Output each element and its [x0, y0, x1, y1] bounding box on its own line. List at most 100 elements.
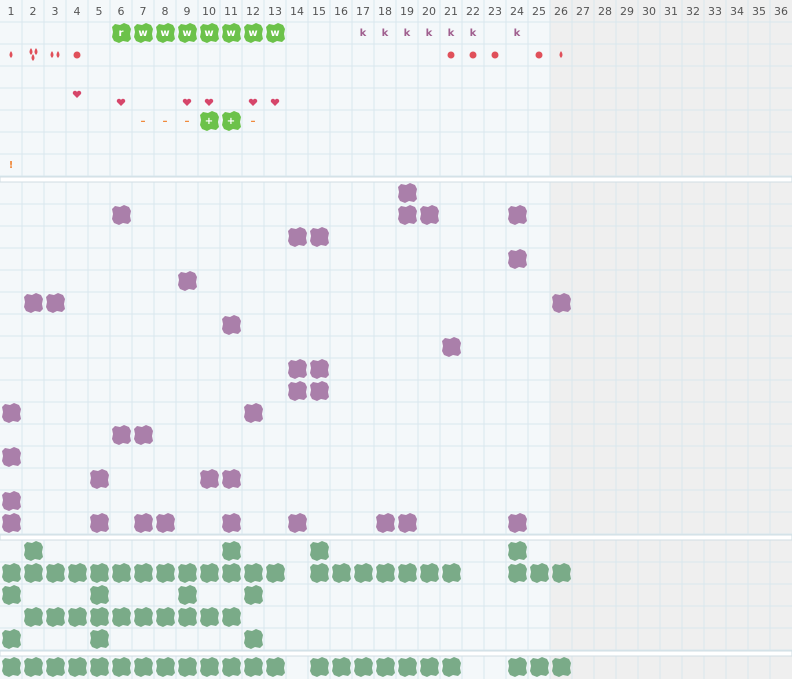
separator [0, 650, 792, 657]
green-tag [156, 23, 175, 43]
green-blob [68, 657, 87, 677]
column-number: 7 [140, 5, 147, 18]
k-letter: k [360, 28, 367, 39]
column-number: 9 [184, 5, 191, 18]
column-number: 4 [74, 5, 81, 18]
heart-icon [116, 98, 126, 106]
purple-blob [310, 359, 329, 379]
green-blob [2, 585, 21, 605]
green-blob [530, 563, 549, 583]
tag-letter: w [226, 28, 235, 39]
column-number: 25 [532, 5, 546, 18]
column-number: 21 [444, 5, 458, 18]
green-blob [178, 657, 197, 677]
green-tag [134, 23, 153, 43]
purple-blob [398, 513, 417, 533]
purple-blob [222, 315, 241, 335]
grey-columns [550, 0, 792, 679]
green-blob [420, 563, 439, 583]
k-letter: k [514, 28, 521, 39]
green-blob [332, 563, 351, 583]
column-number: 20 [422, 5, 436, 18]
purple-blob [310, 227, 329, 247]
drop-icon [9, 51, 13, 58]
purple-blob [442, 337, 461, 357]
column-number: 33 [708, 5, 722, 18]
separator [0, 176, 792, 183]
column-number: 22 [466, 5, 480, 18]
green-blob [90, 585, 109, 605]
green-blob [222, 541, 241, 561]
column-number: 32 [686, 5, 700, 18]
purple-blob [2, 513, 21, 533]
green-blob [46, 657, 65, 677]
column-number: 1 [8, 5, 15, 18]
green-blob [442, 563, 461, 583]
green-blob [2, 563, 21, 583]
purple-blob [508, 205, 527, 225]
dot-icon [73, 51, 81, 59]
alert-letter: ! [9, 160, 14, 171]
green-tag [200, 111, 219, 131]
green-blob [156, 657, 175, 677]
column-number: 28 [598, 5, 612, 18]
column-number: 30 [642, 5, 656, 18]
green-blob [266, 657, 285, 677]
green-blob [376, 563, 395, 583]
green-blob [310, 541, 329, 561]
purple-blob [244, 403, 263, 423]
green-blob [244, 629, 263, 649]
purple-blob [90, 513, 109, 533]
green-blob [398, 657, 417, 677]
column-number: 29 [620, 5, 634, 18]
heart-icon [182, 98, 192, 106]
green-blob [90, 629, 109, 649]
dash-letter: – [163, 116, 168, 127]
column-number: 27 [576, 5, 590, 18]
purple-blob [90, 469, 109, 489]
green-blob [552, 657, 571, 677]
purple-blob [2, 491, 21, 511]
green-blob [266, 563, 285, 583]
green-blob [222, 607, 241, 627]
green-blob [68, 563, 87, 583]
purple-blob [134, 425, 153, 445]
green-blob [24, 607, 43, 627]
green-blob [200, 657, 219, 677]
column-number: 17 [356, 5, 370, 18]
purple-blob [398, 205, 417, 225]
green-blob [90, 563, 109, 583]
column-number: 26 [554, 5, 568, 18]
tag-letter: w [138, 28, 147, 39]
k-letter: k [382, 28, 389, 39]
tag-letter: w [182, 28, 191, 39]
column-number: 16 [334, 5, 348, 18]
purple-blob [288, 359, 307, 379]
separator [0, 534, 792, 541]
purple-blob [134, 513, 153, 533]
column-number: 18 [378, 5, 392, 18]
tag-letter: w [160, 28, 169, 39]
green-blob [156, 607, 175, 627]
purple-blob [112, 205, 131, 225]
dash-letter: – [251, 116, 256, 127]
column-number: 15 [312, 5, 326, 18]
purple-blob [2, 447, 21, 467]
dash-letter: – [141, 116, 146, 127]
green-blob [354, 563, 373, 583]
green-blob [24, 657, 43, 677]
purple-blob [552, 293, 571, 313]
purple-blob [46, 293, 65, 313]
column-number: 11 [224, 5, 238, 18]
green-tag [112, 23, 131, 43]
dash-letter: – [185, 116, 190, 127]
green-blob [134, 563, 153, 583]
green-blob [420, 657, 439, 677]
green-tag [222, 111, 241, 131]
green-blob [552, 563, 571, 583]
green-tag [222, 23, 241, 43]
tag-letter: + [205, 116, 213, 127]
tag-letter: w [248, 28, 257, 39]
